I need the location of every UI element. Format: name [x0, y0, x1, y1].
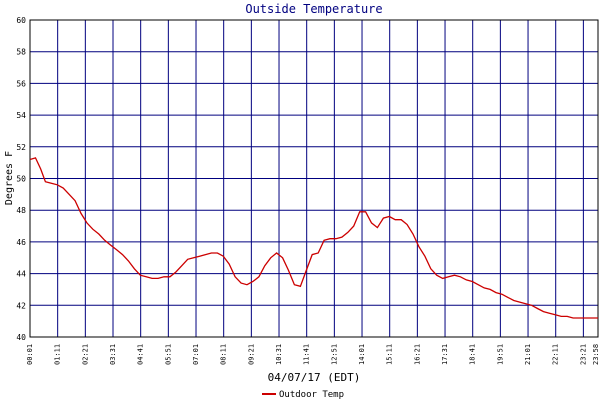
x-tick-label: 10:31: [275, 344, 283, 365]
x-tick-label: 15:11: [386, 344, 394, 365]
x-tick-label: 18:41: [469, 344, 477, 365]
y-tick-label: 40: [16, 333, 26, 342]
x-tick-label: 01:11: [54, 344, 62, 365]
x-axis-label: 04/07/17 (EDT): [268, 371, 361, 384]
y-tick-label: 52: [16, 143, 26, 152]
y-tick-label: 58: [16, 48, 26, 57]
x-tick-label: 14:01: [358, 344, 366, 365]
y-tick-label: 46: [16, 238, 26, 247]
x-tick-label: 11:41: [303, 344, 311, 365]
x-tick-label: 04:41: [137, 344, 145, 365]
x-tick-label: 00:01: [26, 344, 34, 365]
y-tick-label: 60: [16, 16, 26, 25]
x-tick-label: 19:51: [496, 344, 504, 365]
y-tick-label: 54: [16, 111, 26, 120]
x-tick-label: 07:01: [192, 344, 200, 365]
x-tick-label: 08:11: [220, 344, 228, 365]
x-tick-label: 21:01: [524, 344, 532, 365]
legend-label: Outdoor Temp: [279, 390, 344, 400]
y-tick-labels: 40 42 44 46 48 50 52 54 56 58 60: [16, 16, 26, 342]
x-tick-label: 02:21: [81, 344, 89, 365]
x-tick-labels: 00:01 01:11 02:21 03:31 04:41 05:51 07:01 08:11…: [26, 344, 600, 365]
x-tick-label: 17:31: [441, 344, 449, 365]
legend: Outdoor Temp: [262, 390, 344, 400]
x-tick-label: 03:31: [109, 344, 117, 365]
x-tick-label-last: 23:58: [592, 344, 600, 365]
x-tick-label: 22:11: [552, 344, 560, 365]
x-tick-label: 12:51: [330, 344, 338, 365]
x-tick-label: 09:21: [247, 344, 255, 365]
x-tick-label: 16:21: [413, 344, 421, 365]
y-tick-label: 50: [16, 175, 26, 184]
y-tick-label: 48: [16, 206, 26, 215]
y-tick-label: 42: [16, 301, 26, 310]
series-line-outdoor-temp: [29, 157, 598, 319]
y-tick-label: 44: [16, 270, 26, 279]
plot-frame: [29, 19, 599, 338]
y-tick-label: 56: [16, 79, 26, 88]
x-tick-label: 05:51: [164, 344, 172, 365]
y-axis-label: Degrees F: [4, 151, 15, 205]
chart-title: Outside Temperature: [245, 2, 382, 16]
x-tick-label: 23:21: [579, 344, 587, 365]
